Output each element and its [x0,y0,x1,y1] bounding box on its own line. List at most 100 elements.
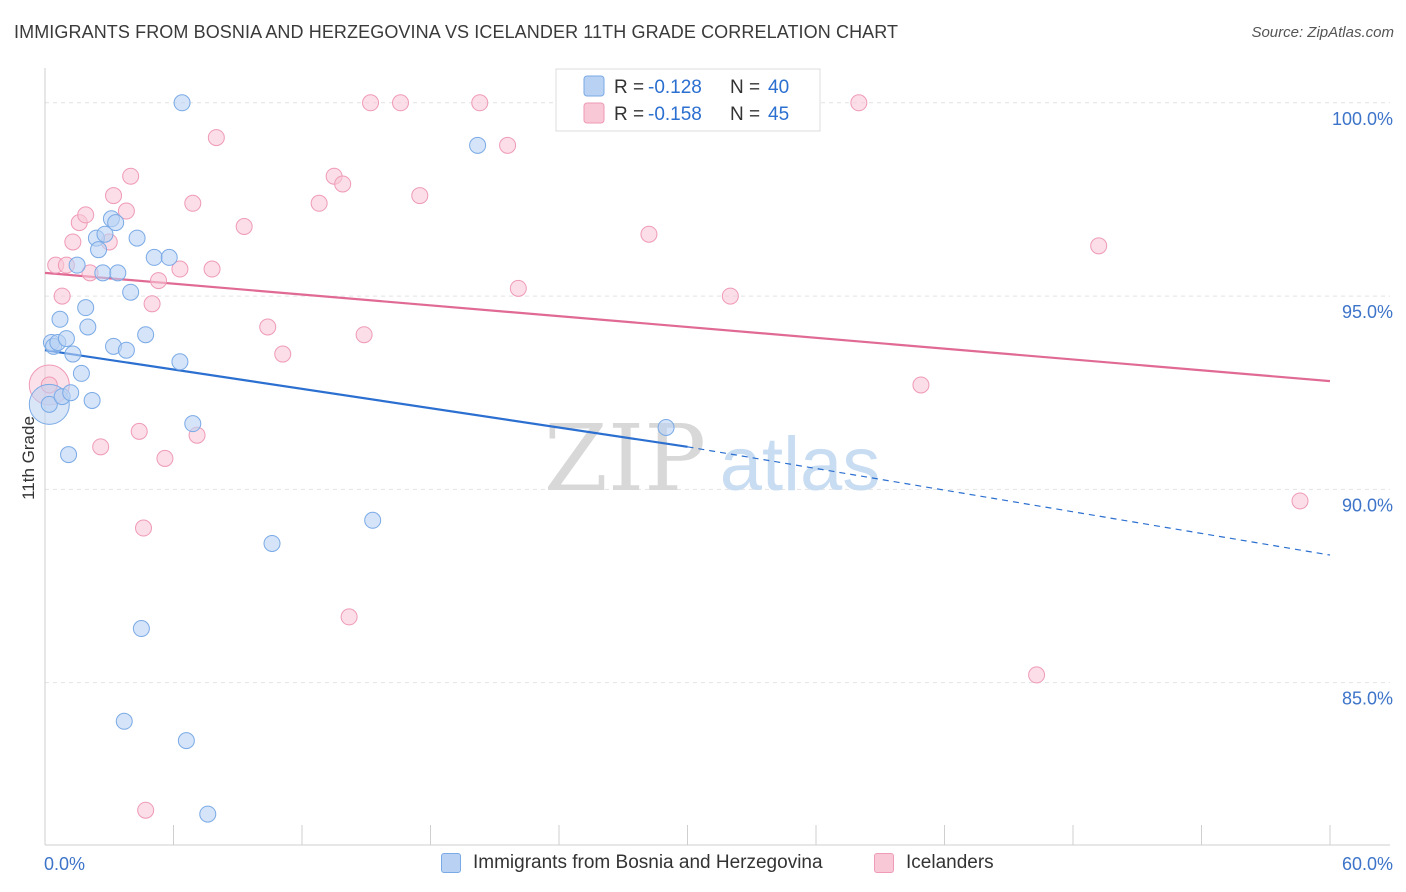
y-tick-label: 95.0% [1342,302,1393,322]
trend-line-0 [44,349,688,448]
source-label: Source: ZipAtlas.com [1251,24,1394,41]
data-point [53,287,71,305]
y-tick-label: 85.0% [1342,689,1393,709]
legend-r-value-bosnia: -0.128 [648,77,702,98]
data-point [64,345,82,363]
legend-n-label-bosnia: N = [730,77,765,98]
data-point [355,326,373,344]
legend-label-icelanders: Icelanders [906,852,994,873]
legend-n-value-icelanders: 45 [768,104,789,125]
data-point [274,345,292,363]
data-point [850,94,868,112]
data-point [177,732,195,750]
data-point [207,129,225,147]
legend-swatch-bosnia [583,75,605,97]
data-point [94,264,112,282]
data-point [51,310,69,328]
y-tick-label: 100.0% [1332,109,1393,129]
data-point [145,248,163,266]
y-axis-label: 11th Grade [19,416,38,500]
data-point [143,295,161,313]
data-point [721,287,739,305]
data-point [150,272,168,290]
trend-line-dashed-0 [687,446,1331,556]
legend-label-bosnia: Immigrants from Bosnia and Herzegovina [473,852,823,873]
data-point [509,279,527,297]
data-point [160,248,178,266]
trend-lines [44,271,1331,556]
data-point [411,187,429,205]
data-point [392,94,410,112]
data-point [310,194,328,212]
data-point [109,264,127,282]
data-point [1291,492,1309,510]
legend-n-value-bosnia: 40 [768,77,789,98]
data-point [83,391,101,409]
data-point [122,167,140,185]
trend-line-1 [44,271,1331,383]
legend-item-bosnia[interactable]: Immigrants from Bosnia and Herzegovina [441,852,823,874]
legend-r-label-bosnia: R = [614,77,649,98]
data-point [156,449,174,467]
y-tick-labels: 100.0% 95.0% 90.0% 85.0% [1332,109,1393,709]
data-point [912,376,930,394]
data-point [62,384,80,402]
legend-bottom: Immigrants from Bosnia and Herzegovina I… [0,852,1406,880]
data-point [60,446,78,464]
data-point [130,422,148,440]
data-point [132,620,150,638]
data-point [105,187,123,205]
legend-item-icelanders[interactable]: Icelanders [874,852,994,874]
watermark-zip: ZIP [544,405,706,512]
data-point [1090,237,1108,255]
data-point [171,260,189,278]
data-point [173,94,191,112]
watermark: ZIP atlas [544,405,880,512]
legend-r-value-icelanders: -0.158 [648,104,702,125]
data-point [362,94,380,112]
data-point [122,283,140,301]
x-tick-labels: 0.0% 60.0% [44,854,1393,874]
data-point [469,136,487,154]
data-point [235,217,253,235]
data-points [28,94,1309,823]
data-point [128,229,146,247]
data-point [171,353,189,371]
data-point [137,326,155,344]
legend-top: R = -0.128 N = 40 R = -0.158 N = 45 [555,68,821,132]
y-tick-label: 90.0% [1342,495,1393,515]
data-point [203,260,221,278]
data-point [657,419,675,437]
legend-r-label-icelanders: R = [614,104,649,125]
data-point [77,299,95,317]
legend-n-label-icelanders: N = [730,104,765,125]
gridlines [45,102,1390,684]
axes [44,68,1390,846]
data-point [117,341,135,359]
data-point [259,318,277,336]
data-point [263,534,281,552]
legend-swatch-icelanders [583,102,605,124]
watermark-atlas: atlas [720,422,881,507]
data-point [334,175,352,193]
data-point [137,801,155,819]
data-point [77,206,95,224]
data-point [1028,666,1046,684]
x-tick-label: 0.0% [44,854,85,874]
legend-swatch-bosnia-bottom [441,853,461,873]
data-point [40,395,58,413]
data-point [199,805,217,823]
x-tick-label: 60.0% [1342,854,1393,874]
data-point [92,438,110,456]
data-point [340,608,358,626]
data-point [499,136,517,154]
data-point [115,712,133,730]
data-point [471,94,489,112]
data-point [79,318,97,336]
data-point [184,415,202,433]
data-point [64,233,82,251]
data-point [107,214,125,232]
data-point [364,511,382,529]
data-point [117,202,135,220]
